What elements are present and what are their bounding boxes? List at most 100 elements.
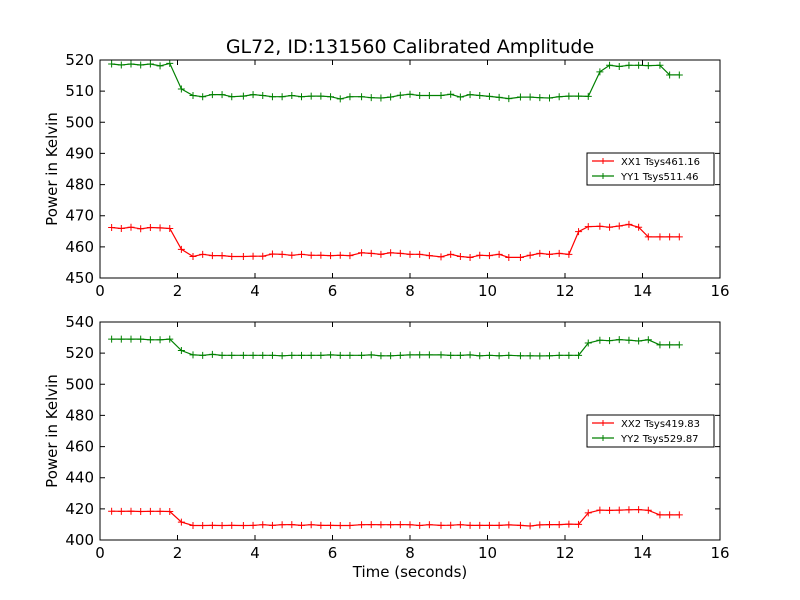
data-point — [327, 252, 335, 260]
y-tick-label: 480 — [65, 176, 94, 194]
data-point — [239, 92, 247, 100]
data-point — [249, 91, 257, 99]
data-point — [208, 350, 216, 358]
data-point — [596, 336, 604, 344]
data-point — [406, 351, 414, 359]
data-point — [137, 61, 145, 69]
data-point — [526, 251, 534, 259]
data-point — [377, 250, 385, 258]
data-point — [228, 253, 236, 261]
data-point — [358, 249, 366, 257]
figure-title: GL72, ID:131560 Calibrated Amplitude — [226, 36, 594, 58]
data-point — [625, 220, 633, 228]
data-point — [416, 92, 424, 100]
data-point — [447, 90, 455, 98]
data-point — [596, 222, 604, 230]
x-tick-label: 8 — [405, 544, 415, 562]
y-tick-label: 400 — [65, 531, 94, 549]
data-point — [526, 93, 534, 101]
data-point — [416, 250, 424, 258]
legend-label: XX2 Tsys419.83 — [621, 419, 700, 430]
data-point — [615, 222, 623, 230]
series-1 — [108, 220, 683, 261]
data-point — [425, 521, 433, 529]
data-point — [278, 352, 286, 360]
data-point — [117, 224, 125, 232]
legend-label: YY2 Tsys529.87 — [620, 434, 699, 445]
data-point — [137, 225, 145, 233]
data-point — [575, 228, 583, 236]
data-point — [367, 94, 375, 102]
data-point — [476, 521, 484, 529]
data-point — [387, 249, 395, 257]
data-point — [259, 521, 267, 529]
data-point — [156, 62, 164, 70]
data-point — [208, 91, 216, 99]
data-point — [565, 250, 573, 258]
data-point — [505, 521, 513, 529]
data-point — [117, 335, 125, 343]
data-point — [298, 521, 305, 529]
data-point — [476, 251, 484, 259]
data-point — [485, 92, 493, 100]
data-point — [199, 250, 207, 258]
data-point — [555, 249, 563, 257]
data-point — [278, 93, 286, 101]
data-point — [127, 60, 135, 68]
data-point — [108, 224, 116, 232]
data-point — [516, 521, 524, 529]
x-tick-label: 10 — [478, 544, 497, 562]
data-point — [268, 250, 276, 258]
data-point — [485, 521, 493, 529]
data-point — [615, 336, 623, 344]
data-point — [108, 335, 116, 343]
legend: XX1 Tsys461.16 YY1 Tsys511.46 — [586, 152, 715, 186]
data-point — [644, 336, 652, 344]
data-point — [466, 351, 474, 359]
data-point — [466, 91, 474, 99]
data-point — [555, 351, 563, 359]
data-point — [656, 61, 664, 69]
series-line — [111, 338, 680, 357]
data-point — [546, 521, 553, 529]
data-point — [117, 61, 125, 69]
data-point — [546, 352, 553, 360]
data-point — [466, 253, 474, 261]
data-point — [615, 506, 623, 514]
data-point — [166, 224, 174, 232]
data-point — [606, 223, 614, 231]
data-point — [137, 335, 145, 343]
data-point — [387, 521, 395, 529]
data-point — [505, 253, 513, 261]
data-point — [307, 92, 315, 100]
data-point — [288, 92, 296, 100]
data-point — [505, 351, 513, 359]
y-axis-label: Power in Kelvin — [43, 374, 61, 488]
data-point — [208, 252, 216, 260]
data-point — [447, 351, 455, 359]
x-tick-label: 16 — [710, 282, 729, 300]
data-point — [425, 351, 433, 359]
data-point — [584, 509, 592, 517]
y-tick-label: 510 — [65, 82, 94, 100]
data-point — [456, 521, 464, 529]
data-point — [456, 93, 464, 101]
data-point — [327, 351, 335, 359]
legend-marker — [600, 158, 606, 164]
legend-marker — [600, 435, 606, 441]
y-tick-label: 500 — [65, 113, 94, 131]
data-point — [666, 71, 674, 79]
data-point — [606, 337, 614, 345]
data-point — [358, 351, 366, 359]
data-point — [416, 522, 424, 530]
data-point — [358, 521, 366, 529]
data-point — [625, 336, 633, 344]
data-point — [146, 336, 154, 344]
data-point — [189, 351, 197, 359]
data-point — [228, 351, 236, 359]
x-axis-label: Time (seconds) — [352, 563, 468, 581]
series-1 — [108, 506, 683, 530]
data-point — [456, 351, 464, 359]
data-point — [268, 351, 276, 359]
